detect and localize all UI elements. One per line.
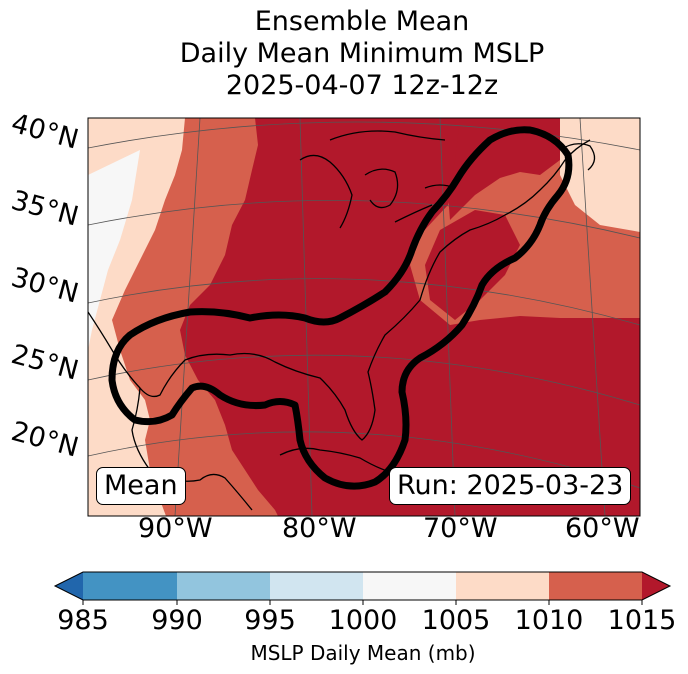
title-line-2: Daily Mean Minimum MSLP	[179, 38, 545, 69]
lon-label-90w: 90°W	[138, 513, 213, 544]
parallel-30n	[88, 278, 640, 326]
meridian-60w	[579, 118, 606, 516]
colorbar-tick-1005: 1005	[421, 605, 491, 636]
lon-label-80w: 80°W	[282, 513, 357, 544]
colorbar-tick-985: 985	[57, 605, 109, 636]
colorbar-tick-1015: 1015	[607, 605, 677, 636]
colorbar-segment-1000-1005	[363, 572, 456, 600]
coastline-lake-huron	[364, 168, 399, 209]
colorbar	[53, 571, 672, 605]
title-line-1: Ensemble Mean	[254, 6, 470, 37]
colorbar-tick-995: 995	[244, 605, 296, 636]
coastline-lake-erie	[394, 204, 433, 223]
pressure-fill-1000-1005	[88, 150, 140, 350]
colorbar-label: MSLP Daily Mean (mb)	[250, 641, 476, 665]
mslp-contour	[108, 126, 573, 490]
colorbar-tick-1000: 1000	[328, 605, 398, 636]
map-area	[88, 118, 640, 516]
coastline-us-gulf-atlantic	[88, 139, 591, 441]
colorbar-segment-990-995	[177, 572, 270, 600]
parallel-25n	[88, 354, 640, 406]
meridian-70w	[439, 118, 456, 516]
meridian-90w	[174, 118, 201, 516]
lon-label-60w: 60°W	[565, 513, 640, 544]
colorbar-segment-1005-1010	[456, 572, 549, 600]
graticule	[88, 118, 640, 516]
colorbar-segment-985-990	[83, 572, 177, 600]
colorbar-segment-995-1000	[270, 572, 363, 600]
colorbar-extend-below	[55, 572, 83, 600]
parallel-40n	[88, 121, 640, 151]
title-line-3: 2025-04-07 12z-12z	[225, 70, 499, 101]
colorbar-tick-1010: 1010	[514, 605, 584, 636]
parallel-20n	[88, 431, 640, 489]
parallel-35n	[88, 200, 640, 239]
coastline-lake-superior	[329, 130, 446, 141]
run-date-label: Run: 2025-03-23	[389, 467, 632, 505]
colorbar-tick-990: 990	[151, 605, 203, 636]
coastline-lake-michigan	[299, 154, 353, 229]
coastline-nova-scotia	[559, 143, 596, 171]
lon-label-70w: 70°W	[423, 513, 498, 544]
map-frame	[87, 117, 641, 517]
colorbar-ticks	[82, 600, 643, 605]
colorbar-extend-above	[642, 572, 670, 600]
pressure-fill-above-1015-coast	[425, 210, 520, 320]
pressure-fill-above-1015-ne	[448, 118, 560, 220]
colorbar-segment-1010-1015	[549, 572, 642, 600]
panel-label-mean: Mean	[96, 467, 186, 505]
